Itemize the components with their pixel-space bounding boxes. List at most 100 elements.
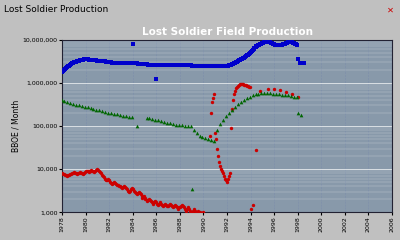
Point [246,85,253,89]
Point [150,63,156,67]
Point [140,194,147,198]
Point [184,124,191,128]
Point [120,114,126,117]
Point [247,50,254,54]
Point [157,201,163,204]
Point [242,55,248,59]
Point [155,63,162,67]
Point [226,174,232,178]
Point [60,69,66,73]
Point [244,84,251,88]
Point [173,123,179,126]
Point [188,210,194,214]
Point [118,62,124,66]
Point [105,60,112,64]
Point [119,62,125,66]
Point [68,62,75,66]
Point [108,60,114,64]
Point [260,41,266,45]
Point [296,62,303,66]
Point [208,111,214,115]
Point [290,41,296,45]
Point [251,46,258,50]
Point [123,186,129,190]
Point [123,62,129,66]
Point [132,191,139,195]
Point [61,68,67,72]
Point [225,64,231,67]
Point [98,59,104,63]
Point [138,194,145,198]
Point [143,62,150,66]
Point [141,62,148,66]
Point [202,136,209,140]
Point [220,118,226,122]
Point [105,111,112,115]
Point [104,60,110,64]
Point [92,169,98,173]
Point [102,177,108,181]
Point [170,122,176,126]
Point [206,215,212,218]
Point [170,63,176,67]
Point [153,201,160,204]
Point [249,48,256,52]
Point [119,186,125,190]
Point [149,117,156,121]
Point [124,62,131,66]
Point [288,40,294,44]
Point [163,63,169,67]
Point [184,63,191,67]
Point [226,111,232,115]
Point [112,181,118,185]
Point [235,59,241,63]
Point [151,63,158,67]
Point [120,186,126,189]
Point [189,209,196,213]
Point [248,49,255,53]
Point [291,42,297,45]
Point [180,63,187,67]
Point [227,63,233,67]
Point [132,62,138,66]
Point [92,58,98,62]
Point [236,59,242,62]
Point [226,63,232,67]
Point [111,112,117,116]
Point [88,58,95,62]
Point [294,43,300,47]
Point [105,177,112,181]
Point [163,203,169,207]
Point [145,198,152,202]
Point [136,190,142,194]
Point [282,93,288,97]
Point [238,100,244,104]
Point [201,212,208,216]
Point [269,42,275,45]
Text: ✕: ✕ [387,5,394,14]
Point [279,42,285,46]
Point [141,196,148,199]
Point [182,124,188,127]
Point [139,62,146,66]
Point [184,63,190,67]
Point [286,40,292,44]
Point [229,107,235,111]
Point [190,207,197,211]
Point [238,57,244,61]
Point [159,63,165,67]
Point [91,58,98,62]
Point [261,41,268,44]
Point [264,40,270,44]
Point [82,105,88,109]
Point [231,62,237,66]
Point [258,42,265,45]
Point [271,42,277,46]
Point [63,66,69,70]
Point [82,57,88,61]
Point [196,210,203,214]
Point [70,171,76,175]
Point [257,42,264,46]
Point [276,43,282,47]
Point [178,63,184,67]
